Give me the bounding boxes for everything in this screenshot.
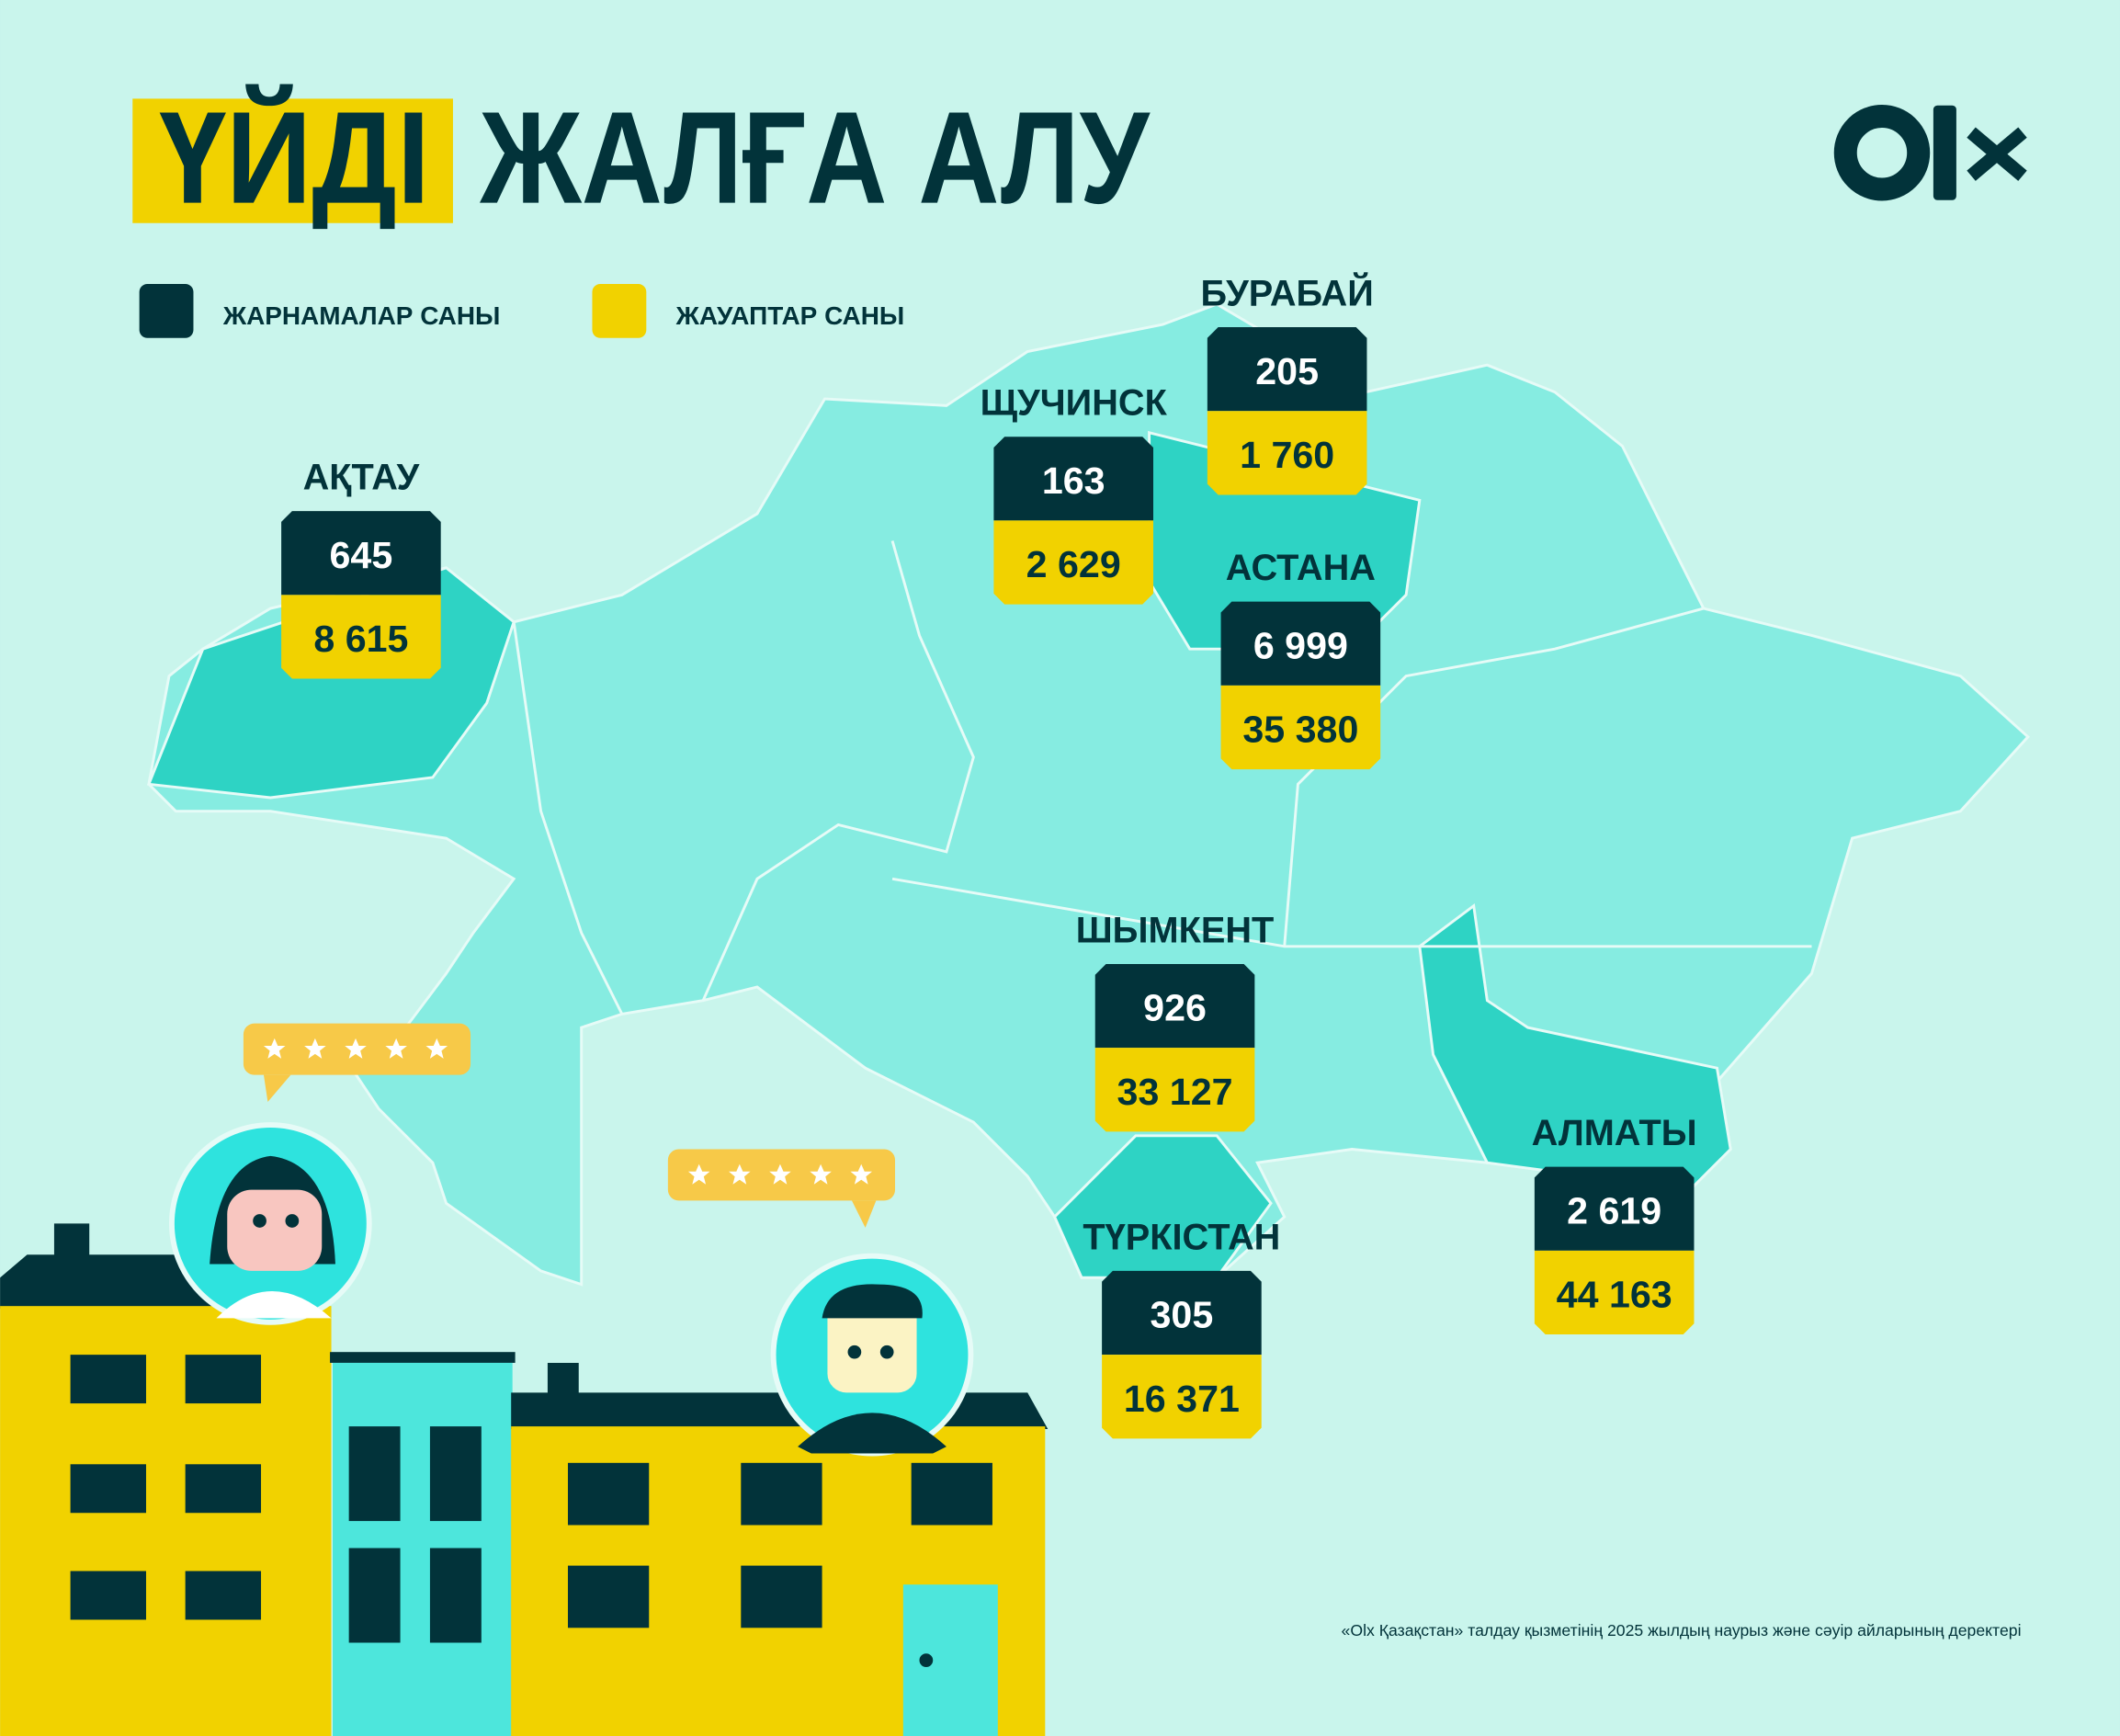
responses-count: 35 380 — [1242, 709, 1358, 751]
review-bubble — [243, 1023, 471, 1103]
border — [891, 877, 1812, 948]
responses-count: 16 371 — [1124, 1378, 1240, 1420]
responses-count: 8 615 — [313, 618, 408, 660]
listings-count: 926 — [1143, 987, 1207, 1029]
city-cards: АҚТАУ 645 8 615 ЩУЧИНСК 163 2 629 БУРАБАЙ 205 1 … — [281, 271, 1697, 1439]
illustration — [0, 1023, 1049, 1736]
city-name: АҚТАУ — [303, 458, 421, 498]
roof — [330, 1352, 516, 1363]
responses-count: 1 760 — [1240, 434, 1334, 476]
listings-count: 645 — [330, 534, 393, 576]
avatar — [770, 1253, 974, 1457]
listings-count: 305 — [1151, 1294, 1214, 1336]
responses-box — [1102, 1355, 1262, 1439]
logo — [1833, 105, 2027, 201]
footnote: «Olx Қазақстан» талдау қызметінің 2025 ж… — [1342, 1621, 2022, 1640]
responses-box — [1534, 1250, 1695, 1335]
city-name: ШЫМКЕНТ — [1076, 910, 1275, 950]
listings-box — [1102, 1270, 1262, 1356]
legend-swatch — [592, 283, 647, 338]
windows — [70, 1355, 992, 1643]
building — [0, 1306, 332, 1736]
city-name: БУРАБАЙ — [1201, 271, 1374, 313]
title: ҮЙДІ — [160, 84, 430, 232]
responses-count: 33 127 — [1117, 1071, 1233, 1113]
region — [1418, 903, 1732, 1192]
border — [1283, 607, 1705, 947]
title-highlight-box — [132, 98, 453, 223]
listings-box — [1220, 601, 1381, 686]
responses-box — [1220, 685, 1381, 770]
listings-box — [1094, 963, 1255, 1049]
roof — [0, 1223, 217, 1310]
responses-box — [993, 520, 1154, 605]
legend: ЖАРНАМАЛАР САНЫ ЖАУАПТАР САНЫ — [139, 283, 905, 338]
door — [902, 1584, 998, 1736]
listings-box — [281, 511, 441, 596]
listings-count: 6 999 — [1253, 624, 1348, 666]
listings-box — [1534, 1166, 1695, 1251]
legend-swatch — [139, 283, 194, 338]
city-name: ТҮРКІСТАН — [1083, 1217, 1280, 1257]
title: ЖАЛҒА АЛУ — [480, 85, 1151, 232]
responses-box — [1207, 411, 1367, 495]
city-name: АСТАНА — [1226, 548, 1376, 588]
listings-box — [993, 437, 1154, 521]
responses-box — [281, 595, 441, 679]
city-name: АЛМАТЫ — [1532, 1113, 1697, 1153]
responses-count: 2 629 — [1026, 543, 1121, 585]
legend-label: ЖАРНАМАЛАР САНЫ — [222, 301, 501, 330]
border — [512, 621, 624, 1016]
legend-label: ЖАУАПТАР САНЫ — [675, 301, 905, 330]
avatar — [168, 1122, 372, 1325]
door-knob — [919, 1653, 934, 1667]
city-name: ЩУЧИНСК — [981, 383, 1168, 424]
responses-box — [1094, 1048, 1255, 1132]
listings-count: 163 — [1042, 460, 1105, 502]
listings-box — [1207, 327, 1367, 412]
listings-count: 205 — [1255, 350, 1319, 392]
border — [701, 540, 975, 1002]
region — [1052, 1134, 1273, 1279]
listings-count: 2 619 — [1567, 1189, 1661, 1231]
responses-count: 44 163 — [1557, 1274, 1672, 1316]
review-bubble — [667, 1149, 896, 1228]
